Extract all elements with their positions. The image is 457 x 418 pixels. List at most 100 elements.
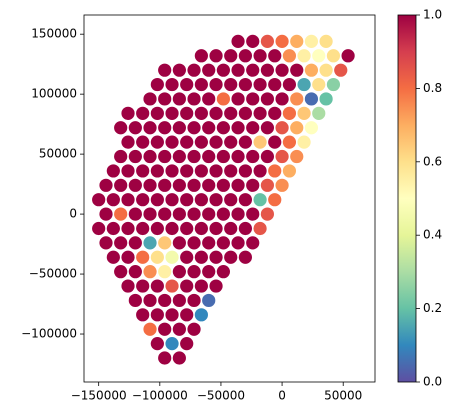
point	[143, 265, 157, 279]
point	[260, 207, 275, 221]
point	[172, 265, 186, 279]
point	[165, 106, 179, 120]
point	[194, 279, 208, 293]
point	[143, 293, 157, 308]
point	[216, 149, 230, 164]
point	[275, 149, 289, 164]
point	[143, 236, 157, 250]
point	[92, 193, 106, 207]
x-tick-label: −100000	[132, 389, 188, 403]
point	[143, 178, 157, 192]
point	[319, 34, 333, 48]
point	[268, 164, 282, 178]
point	[216, 236, 230, 250]
colorbar-tick-label: 0.0	[423, 375, 442, 389]
point	[253, 135, 267, 149]
axes-frame	[83, 14, 376, 383]
point	[99, 178, 113, 192]
colorbar-tick-label: 0.8	[423, 81, 442, 95]
point	[231, 149, 245, 164]
point	[180, 308, 194, 322]
point	[238, 49, 252, 63]
point	[106, 250, 120, 264]
y-tick-label: 0	[69, 207, 77, 221]
point	[319, 63, 333, 77]
point	[268, 106, 282, 120]
point	[150, 308, 164, 322]
point	[158, 265, 172, 279]
point	[238, 106, 252, 120]
point	[187, 293, 201, 308]
point	[202, 178, 216, 192]
point	[121, 193, 135, 207]
point	[312, 77, 326, 92]
point	[334, 63, 348, 77]
point	[128, 178, 142, 192]
point	[326, 49, 341, 63]
point	[136, 106, 150, 120]
x-tick-label: −150000	[71, 389, 127, 403]
y-tick-label: 100000	[31, 87, 77, 101]
point	[187, 265, 201, 279]
point	[180, 337, 194, 351]
point	[202, 293, 216, 308]
point	[253, 193, 267, 207]
point	[304, 34, 319, 48]
point	[194, 49, 208, 63]
point	[180, 77, 194, 92]
point	[172, 351, 186, 365]
point	[172, 121, 186, 135]
x-tick-label: 50000	[324, 389, 362, 403]
point	[114, 207, 128, 221]
point	[253, 77, 267, 92]
point	[268, 49, 282, 63]
point	[246, 34, 260, 48]
point	[136, 250, 150, 264]
point	[150, 77, 164, 92]
point	[187, 178, 201, 192]
point	[150, 221, 164, 236]
point	[165, 250, 179, 264]
point	[150, 193, 164, 207]
point	[268, 77, 282, 92]
point	[194, 221, 208, 236]
point	[180, 250, 194, 264]
point	[290, 121, 304, 135]
point	[224, 164, 238, 178]
point	[128, 265, 142, 279]
point	[150, 135, 164, 149]
point	[158, 63, 172, 77]
point	[106, 221, 120, 236]
point	[136, 279, 150, 293]
point	[297, 77, 311, 92]
point	[114, 236, 128, 250]
point	[158, 236, 172, 250]
point	[216, 92, 230, 106]
point	[143, 121, 157, 135]
point	[253, 164, 267, 178]
point	[268, 193, 282, 207]
point	[172, 92, 186, 106]
point	[180, 135, 194, 149]
point	[165, 337, 179, 351]
point	[158, 322, 172, 336]
point	[202, 63, 216, 77]
point	[260, 92, 275, 106]
point	[216, 207, 230, 221]
point	[194, 250, 208, 264]
point	[312, 106, 326, 120]
colorbar-tick-label: 0.6	[423, 154, 442, 168]
point	[202, 265, 216, 279]
point	[253, 106, 267, 120]
point	[99, 236, 113, 250]
point	[128, 121, 142, 135]
point	[224, 106, 238, 120]
point	[231, 207, 245, 221]
point	[136, 221, 150, 236]
point	[290, 34, 304, 48]
point	[172, 149, 186, 164]
point	[224, 193, 238, 207]
point	[143, 149, 157, 164]
point	[187, 63, 201, 77]
point	[209, 279, 223, 293]
